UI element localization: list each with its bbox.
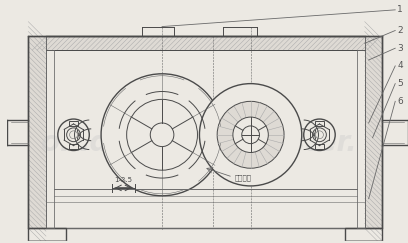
Circle shape [217,101,284,168]
Text: 活塞平均: 活塞平均 [235,175,252,181]
Text: 6: 6 [397,97,403,106]
Text: 4: 4 [397,61,403,70]
Text: 1: 1 [397,5,403,14]
Bar [28,36,46,228]
Bar [69,144,78,148]
Bar [7,120,28,145]
Circle shape [58,119,89,150]
Bar [345,228,382,243]
Circle shape [304,119,335,150]
Bar [69,121,78,126]
Bar [315,144,324,148]
Bar [28,36,382,228]
Bar [46,36,365,50]
Bar [46,50,54,228]
Circle shape [233,117,268,153]
Text: 5: 5 [397,79,403,88]
Bar [315,121,324,126]
Circle shape [101,74,223,196]
Circle shape [200,84,302,186]
Text: olddafengharvester.: olddafengharvester. [41,129,356,157]
Bar [357,50,365,228]
Text: 3: 3 [397,44,403,53]
Bar [28,228,66,243]
Bar [365,36,382,228]
Text: 2: 2 [397,26,403,35]
Text: 1-2.5: 1-2.5 [114,177,132,183]
